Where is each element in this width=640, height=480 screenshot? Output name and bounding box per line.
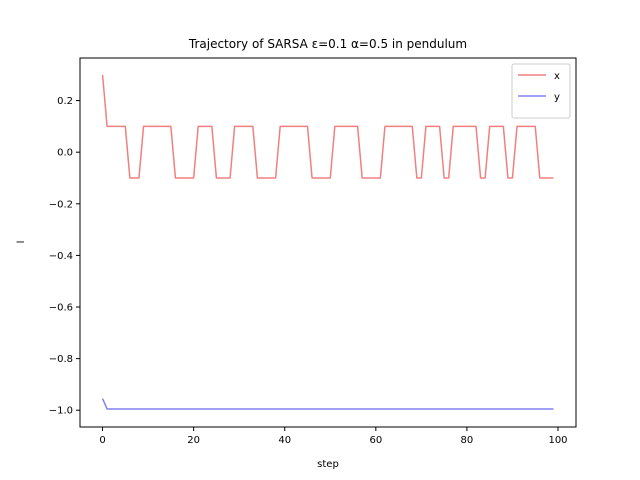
legend: xy [511,63,571,119]
x-tick-label: 40 [278,435,291,446]
y-tick-label: 0.0 [57,148,73,159]
y-axis: 0.2 0.0 −0.2 −0.4 −0.6 −0.8 −1.0 [49,96,80,417]
y-tick-label: 0.2 [57,96,73,107]
series-line-x [101,74,554,179]
y-tick-label: −0.2 [49,199,73,210]
series-line-y [101,398,554,410]
x-tick-label: 100 [548,435,567,446]
x-axis: 0 20 40 60 80 100 [99,427,568,446]
chart-title: Trajectory of SARSA ε=0.1 α=0.5 in pendu… [188,37,467,51]
x-tick-label: 0 [99,435,105,446]
y-tick-label: −0.8 [49,354,73,365]
legend-label-y: y [554,92,560,103]
legend-label-x: x [554,71,560,82]
y-tick-label: −0.4 [49,251,73,262]
x-tick-label: 80 [461,435,474,446]
x-axis-label: step [317,459,339,470]
x-tick-label: 20 [187,435,200,446]
y-tick-label: −0.6 [49,303,73,314]
series-layer [101,74,554,410]
y-tick-label: −1.0 [49,406,73,417]
legend-box [511,63,571,119]
plot-frame [79,57,577,428]
y-axis-label: l [16,241,27,244]
x-tick-label: 60 [369,435,382,446]
